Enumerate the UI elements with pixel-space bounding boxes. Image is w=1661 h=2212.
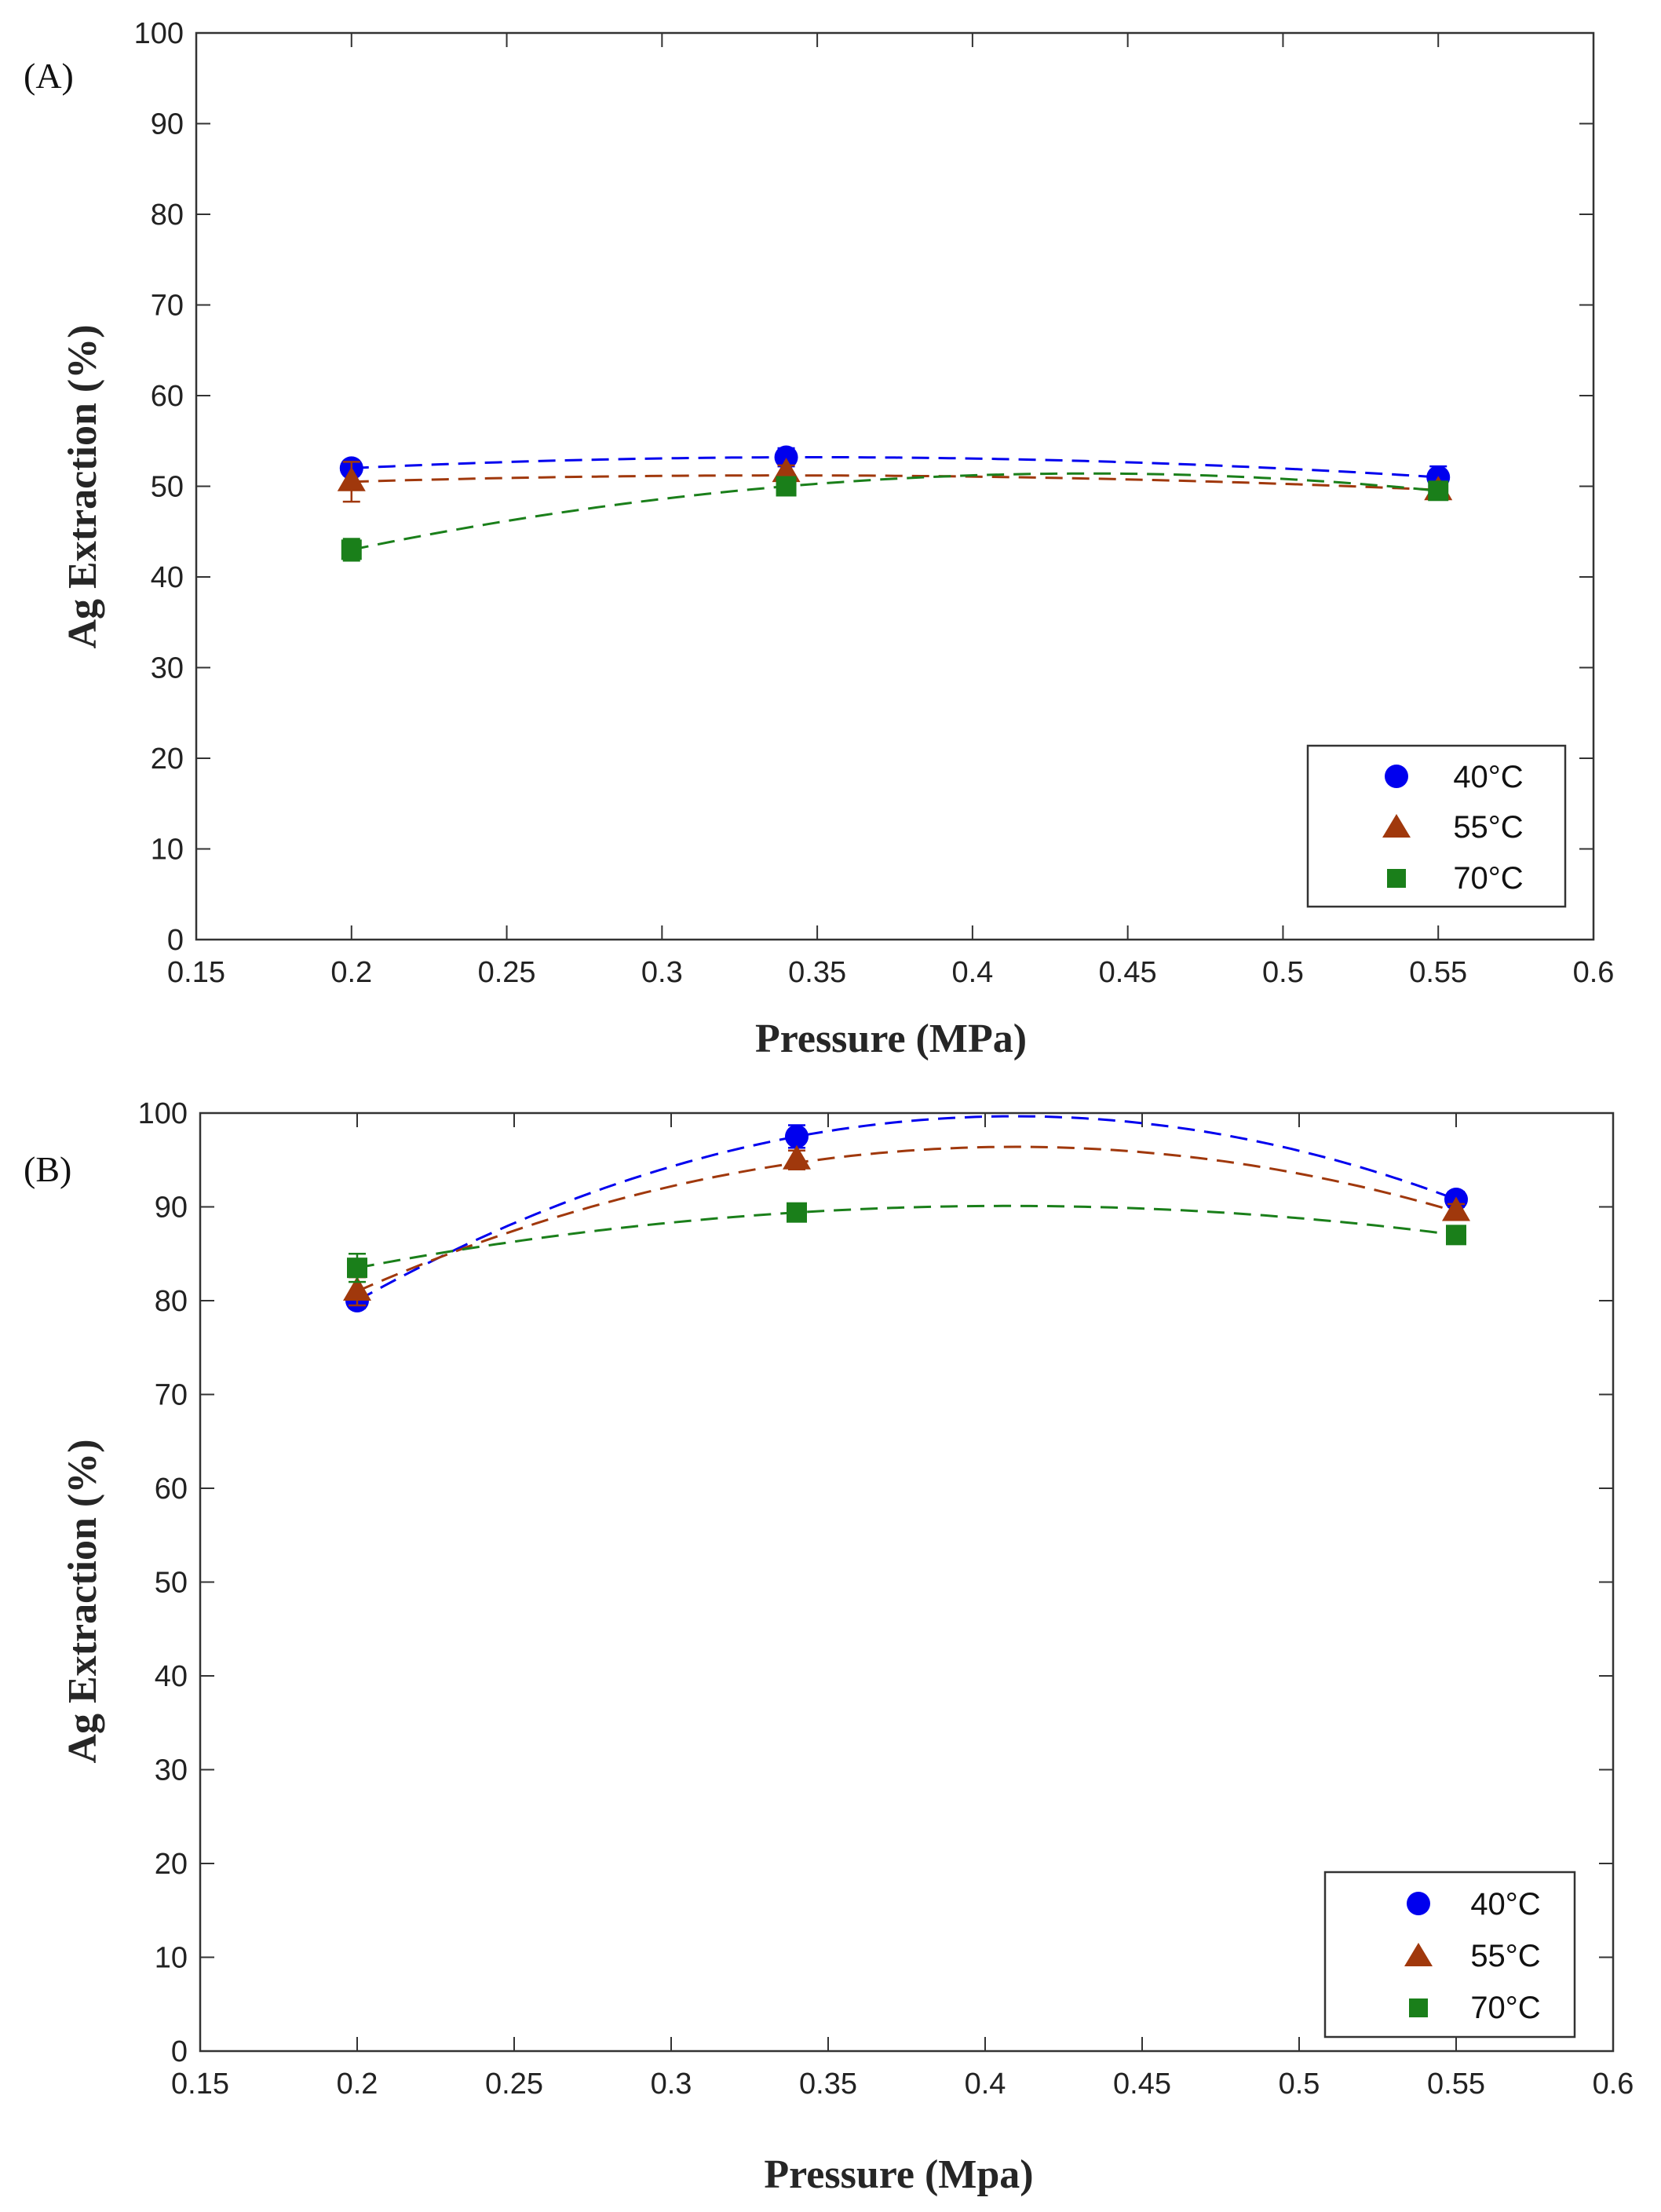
panel-label-b: (B) — [24, 1149, 71, 1189]
x-tick-label: 0.35 — [788, 956, 846, 989]
fit-line-70c — [356, 1204, 1457, 1269]
x-tick-label: 0.4 — [951, 956, 993, 989]
chart-panel-a: (A) 0.15 0.2 0.25 0.3 0.35 0.4 0.45 0.5 0.55 0.60… — [24, 17, 1614, 1061]
x-tick-label: 0.2 — [330, 956, 372, 989]
data-point-70c — [787, 1202, 807, 1223]
x-tick-label: 0.6 — [1593, 2068, 1634, 2101]
legend-marker-55c-b — [1404, 1943, 1433, 1966]
legend-label-70c-a: 70°C — [1453, 861, 1523, 896]
fit-line-40c — [356, 1115, 1457, 1302]
y-tick-label: 80 — [155, 1285, 188, 1318]
y-axis-label-a: Ag Extraction (%) — [60, 324, 105, 648]
legend-label-55c-a: 55°C — [1453, 810, 1523, 845]
data-point-55c — [343, 1276, 371, 1301]
y-tick-label: 70 — [151, 290, 184, 323]
x-tick-label: 0.45 — [1113, 2068, 1171, 2101]
x-tick-label: 0.5 — [1262, 956, 1304, 989]
fit-line-40c — [351, 456, 1439, 479]
legend-box-a — [1306, 744, 1567, 908]
y-tick-label: 60 — [151, 380, 184, 413]
panel-label-a: (A) — [24, 56, 74, 96]
axis-ticks-b: 0.15 0.2 0.25 0.3 0.35 0.4 0.45 0.5 0.55 0.6 0 10 20… — [138, 1097, 1634, 2101]
y-tick-label: 10 — [155, 1942, 188, 1975]
legend-label-40c-b: 40°C — [1470, 1887, 1540, 1922]
x-tick-label: 0.55 — [1409, 956, 1467, 989]
x-tick-label: 0.6 — [1573, 956, 1615, 989]
data-point-70c — [347, 1257, 367, 1279]
legend-marker-70c-b — [1409, 1998, 1428, 2017]
x-axis-label-a: Pressure (MPa) — [755, 1017, 1027, 1061]
x-tick-label: 0.4 — [965, 2068, 1006, 2101]
y-tick-label: 40 — [151, 561, 184, 594]
data-point-70c — [1428, 480, 1449, 502]
y-tick-label: 20 — [155, 1848, 188, 1881]
data-point-70c — [776, 476, 797, 497]
chart-panel-b: (B) 0.15 0.2 0.25 0.3 0.35 0.4 0.45 0.5 0.55 0.60… — [24, 1097, 1634, 2197]
y-tick-label: 90 — [155, 1192, 188, 1225]
y-tick-label: 60 — [155, 1473, 188, 1506]
x-tick-label: 0.2 — [337, 2068, 378, 2101]
y-tick-label: 30 — [155, 1754, 188, 1787]
data-point-70c — [1446, 1225, 1466, 1246]
data-point-55c — [337, 466, 366, 491]
legend-b: 40°C 55°C 70°C — [1323, 1871, 1576, 2039]
y-tick-label: 70 — [155, 1379, 188, 1412]
y-tick-label: 80 — [151, 199, 184, 232]
y-tick-label: 10 — [151, 834, 184, 867]
x-tick-label: 0.15 — [167, 956, 225, 989]
x-axis-label-b: Pressure (Mpa) — [764, 2152, 1033, 2197]
data-point-40c — [774, 445, 798, 469]
y-tick-label: 40 — [155, 1660, 188, 1693]
y-tick-label: 0 — [167, 924, 184, 957]
x-tick-label: 0.35 — [799, 2068, 857, 2101]
x-tick-label: 0.15 — [171, 2068, 229, 2101]
y-tick-label: 90 — [151, 108, 184, 141]
y-tick-label: 100 — [134, 17, 184, 50]
legend-label-55c-b: 55°C — [1470, 1939, 1540, 1973]
x-tick-label: 0.25 — [478, 956, 536, 989]
fit-line-55c — [351, 474, 1439, 491]
fit-curves-a — [351, 456, 1439, 551]
data-point-55c — [1442, 1196, 1470, 1221]
data-point-55c — [783, 1144, 811, 1170]
x-tick-label: 0.3 — [651, 2068, 692, 2101]
legend-box-b — [1323, 1871, 1576, 2039]
y-tick-label: 0 — [171, 2035, 188, 2068]
x-tick-label: 0.45 — [1099, 956, 1157, 989]
x-tick-label: 0.3 — [641, 956, 683, 989]
x-tick-label: 0.25 — [485, 2068, 543, 2101]
x-tick-label: 0.55 — [1427, 2068, 1485, 2101]
y-tick-label: 50 — [155, 1567, 188, 1600]
legend-marker-40c-b — [1407, 1892, 1430, 1915]
fit-line-70c — [351, 472, 1439, 551]
y-tick-label: 30 — [151, 652, 184, 685]
data-point-40c — [785, 1124, 809, 1148]
legend-marker-40c-a — [1385, 765, 1408, 788]
legend-label-40c-a: 40°C — [1453, 760, 1523, 794]
data-points-a — [337, 445, 1453, 562]
axis-ticks-a: 0.15 0.2 0.25 0.3 0.35 0.4 0.45 0.5 0.55 0.6 0 10 20… — [134, 17, 1615, 989]
fit-line-55c — [356, 1145, 1457, 1293]
y-axis-label-b: Ag Extraction (%) — [60, 1439, 105, 1763]
plot-frame-b — [199, 1111, 1615, 2053]
legend-a: 40°C 55°C 70°C — [1306, 744, 1567, 908]
data-point-55c — [772, 458, 801, 483]
legend-marker-55c-a — [1382, 814, 1411, 838]
y-tick-label: 100 — [138, 1097, 188, 1130]
legend-label-70c-b: 70°C — [1470, 1991, 1540, 2025]
y-tick-label: 50 — [151, 471, 184, 504]
x-tick-label: 0.5 — [1279, 2068, 1320, 2101]
y-tick-label: 20 — [151, 743, 184, 776]
data-point-70c — [341, 539, 362, 560]
plot-frame-a — [195, 31, 1595, 941]
data-points-b — [343, 1124, 1470, 1312]
fit-curves-b — [356, 1115, 1457, 1302]
legend-marker-70c-a — [1387, 869, 1406, 888]
